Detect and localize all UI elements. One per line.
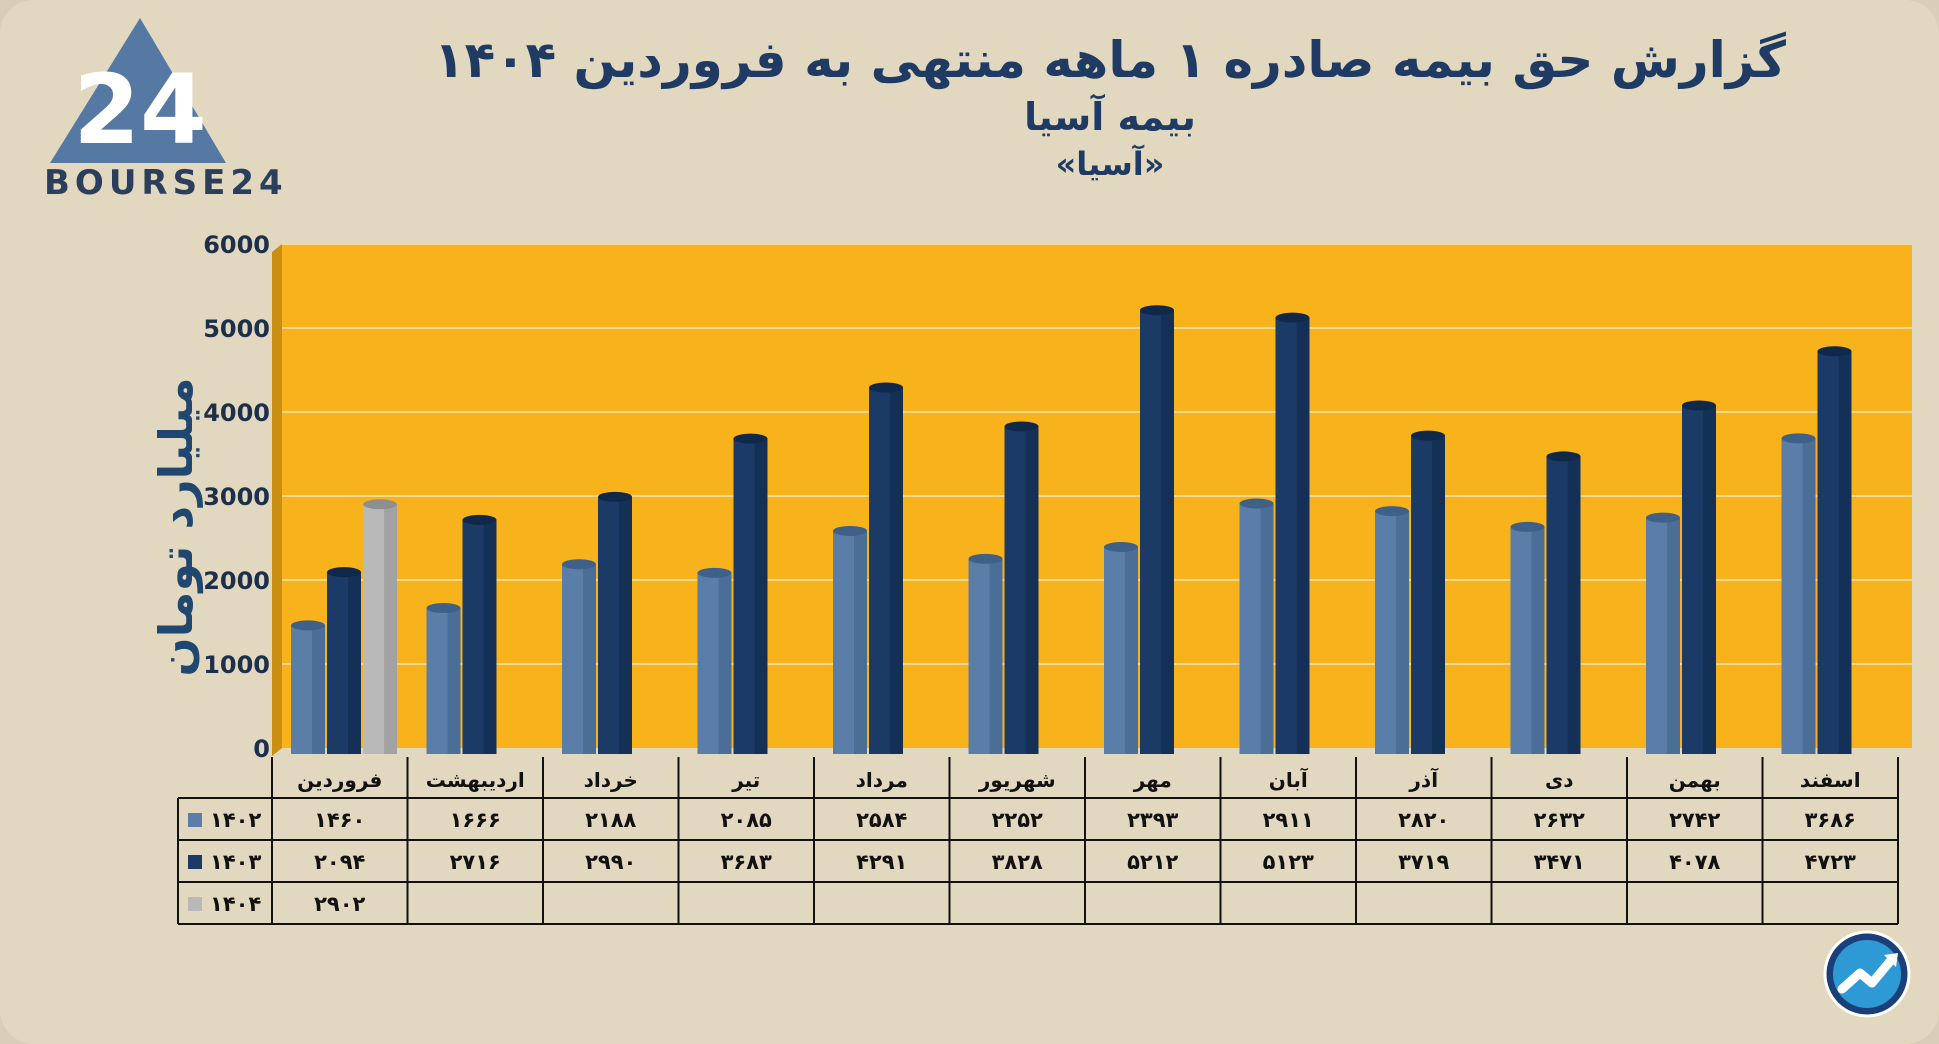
bar-۱۴۰۳ xyxy=(733,433,768,754)
data-label: ۲۷۴۲ xyxy=(1669,808,1720,832)
page-title: گزارش حق بیمه صادره ۱ ماهه منتهی به فرور… xyxy=(434,31,1786,89)
bar-۱۴۰۲ xyxy=(1646,512,1680,754)
category-label: شهریور xyxy=(978,768,1056,792)
data-label: ۲۳۹۳ xyxy=(1127,808,1178,832)
bar-۱۴۰۴ xyxy=(363,499,397,754)
data-label: ۱۴۶۰ xyxy=(314,808,365,832)
y-tick-label: 6000 xyxy=(203,231,270,259)
bar-۱۴۰۳ xyxy=(1411,430,1445,754)
data-label: ۳۷۱۹ xyxy=(1398,850,1449,874)
data-label: ۲۰۸۵ xyxy=(721,808,772,832)
trend-logo-button[interactable] xyxy=(1822,929,1912,1019)
y-tick-label: 0 xyxy=(253,735,270,763)
bar-۱۴۰۲ xyxy=(1239,498,1274,754)
y-tick-label: 5000 xyxy=(203,315,270,343)
data-label: ۵۲۱۲ xyxy=(1127,850,1178,874)
category-label: مرداد xyxy=(856,768,908,792)
data-label: ۳۶۸۳ xyxy=(721,850,772,874)
bourse24-logo: 24 xyxy=(40,18,240,203)
bar-۱۴۰۳ xyxy=(1004,421,1039,754)
category-label: فروردین xyxy=(297,768,382,792)
data-label: ۳۶۸۶ xyxy=(1805,808,1856,832)
data-label: ۲۱۸۸ xyxy=(585,808,636,832)
bar-۱۴۰۳ xyxy=(327,567,361,754)
y-tick-label: 2000 xyxy=(203,567,270,595)
data-label: ۲۹۱۱ xyxy=(1263,808,1314,832)
category-label: آذر xyxy=(1408,767,1439,792)
title-block: گزارش حق بیمه صادره ۱ ماهه منتهی به فرور… xyxy=(420,28,1800,186)
category-label: مهر xyxy=(1133,768,1172,792)
data-label: ۳۸۲۸ xyxy=(992,850,1043,874)
category-label: اردیبهشت xyxy=(426,768,525,792)
data-label: ۳۴۷۱ xyxy=(1534,850,1585,874)
legend-label: ۱۴۰۲ xyxy=(210,808,261,832)
company-name: بیمه آسیا xyxy=(1024,95,1196,139)
bar-۱۴۰۲ xyxy=(1375,506,1409,754)
category-label: تیر xyxy=(731,768,760,792)
legend-label: ۱۴۰۴ xyxy=(210,892,261,916)
logo-mark: 24 xyxy=(73,54,207,166)
data-label: ۵۱۲۳ xyxy=(1263,850,1314,874)
data-label: ۲۸۲۰ xyxy=(1398,808,1449,832)
bar-۱۴۰۲ xyxy=(291,620,325,754)
category-label: آبان xyxy=(1269,767,1309,792)
data-label: ۱۶۶۶ xyxy=(450,808,501,832)
data-label: ۲۷۱۶ xyxy=(450,850,501,874)
logo-text: BOURSE24 xyxy=(44,163,288,203)
plot-side-wall xyxy=(272,244,282,756)
data-label: ۲۵۸۴ xyxy=(856,808,907,832)
bar-۱۴۰۳ xyxy=(869,382,903,754)
legend-swatch xyxy=(188,897,202,911)
bar-۱۴۰۳ xyxy=(1682,400,1716,754)
bar-۱۴۰۲ xyxy=(426,603,461,754)
data-label: ۴۲۹۱ xyxy=(856,850,907,874)
data-label: ۲۹۹۰ xyxy=(585,850,636,874)
data-label: ۴۰۷۸ xyxy=(1669,850,1720,874)
bar-۱۴۰۲ xyxy=(1510,521,1545,754)
data-label: ۴۷۲۳ xyxy=(1805,850,1856,874)
bar-۱۴۰۳ xyxy=(1546,451,1581,754)
bar-۱۴۰۳ xyxy=(598,491,632,754)
bar-۱۴۰۳ xyxy=(1817,346,1852,754)
category-label: بهمن xyxy=(1669,768,1721,792)
bar-۱۴۰۳ xyxy=(462,514,497,754)
data-label: ۲۲۵۲ xyxy=(992,808,1043,832)
category-label: دی xyxy=(1545,768,1574,792)
bar-۱۴۰۳ xyxy=(1140,305,1174,754)
legend-label: ۱۴۰۳ xyxy=(210,850,261,874)
category-label: خرداد xyxy=(584,768,638,792)
bar-۱۴۰۳ xyxy=(1275,312,1310,754)
logo-triangle xyxy=(50,18,226,163)
data-label: ۲۶۳۲ xyxy=(1534,808,1585,832)
data-label: ۲۰۹۴ xyxy=(314,850,365,874)
bar-۱۴۰۲ xyxy=(833,525,867,754)
bar-۱۴۰۲ xyxy=(697,567,732,754)
bar-۱۴۰۲ xyxy=(1781,433,1816,754)
y-tick-label: 1000 xyxy=(203,651,270,679)
y-tick-label: 4000 xyxy=(203,399,270,427)
y-tick-label: 3000 xyxy=(203,483,270,511)
bar-۱۴۰۲ xyxy=(562,559,596,754)
legend-swatch xyxy=(188,813,202,827)
data-label: ۲۹۰۲ xyxy=(314,892,365,916)
legend-swatch xyxy=(188,855,202,869)
ticker-symbol: «آسیا» xyxy=(1055,145,1165,183)
category-label: اسفند xyxy=(1800,768,1861,792)
bar-۱۴۰۲ xyxy=(1104,541,1138,754)
bar-۱۴۰۲ xyxy=(968,553,1003,754)
